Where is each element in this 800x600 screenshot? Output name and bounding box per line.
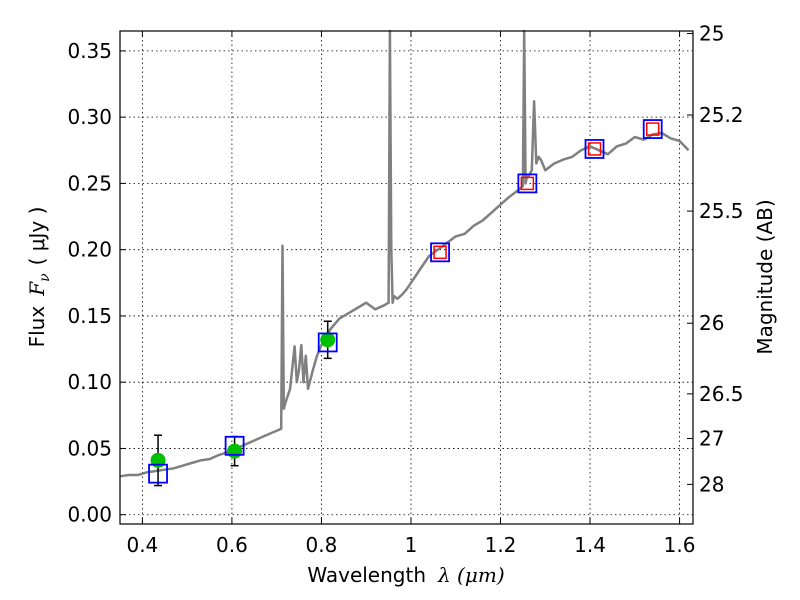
y2-tick-label: 27 xyxy=(699,427,724,451)
y2-tick-label: 28 xyxy=(699,472,724,496)
model-square xyxy=(148,463,168,484)
y2-tick-label: 25.2 xyxy=(699,103,744,127)
spectrum-series xyxy=(119,29,690,478)
grid-lines xyxy=(120,31,693,524)
y2-tick-label: 26.5 xyxy=(699,382,744,406)
model-square xyxy=(224,435,245,456)
observed-point xyxy=(150,452,166,468)
y2-axis-label: Magnitude (AB) xyxy=(753,199,777,354)
spectrum-line xyxy=(119,29,690,478)
model-square xyxy=(517,173,538,194)
x-axis-label: Wavelength λ (μm) xyxy=(307,563,504,587)
x-tick-label: 0.8 xyxy=(306,533,338,557)
observed-point xyxy=(227,443,243,459)
model-square xyxy=(584,139,605,159)
y-tick-label: 0.30 xyxy=(67,105,112,129)
x-tick-label: 1.6 xyxy=(664,533,696,557)
predicted-inner-square xyxy=(520,176,535,191)
x-tick-label: 0.4 xyxy=(126,533,158,557)
photometry-markers xyxy=(148,119,663,487)
y-tick-label: 0.15 xyxy=(67,304,112,328)
predicted-inner-square xyxy=(587,142,602,156)
y2-tick-label: 25.5 xyxy=(699,199,744,223)
observed-point xyxy=(320,332,336,348)
y-tick-label: 0.05 xyxy=(67,436,112,460)
y2-tick-labels: 25 25.2 25.5 26 26.5 27 28 xyxy=(699,22,744,497)
y-tick-label: 0.20 xyxy=(67,238,112,262)
y-tick-label: 0.35 xyxy=(67,39,112,63)
predicted-inner-square xyxy=(433,245,447,260)
plot-frame xyxy=(119,30,694,525)
model-square xyxy=(642,119,663,139)
x-tick-label: 0.6 xyxy=(216,533,248,557)
x-tick-label: 1.2 xyxy=(485,533,517,557)
x-tick-labels: 0.4 0.6 0.8 1 1.2 1.4 1.6 xyxy=(126,533,695,557)
model-square xyxy=(317,332,338,353)
predicted-inner-square xyxy=(645,122,660,136)
y-tick-label: 0.25 xyxy=(67,171,112,195)
y-tick-labels: 0.00 0.05 0.10 0.15 0.20 0.25 0.30 0.35 xyxy=(67,39,112,527)
y-axis-label: FluxFν( μJy ) xyxy=(25,207,53,348)
y2-tick-label: 26 xyxy=(699,311,724,335)
y2-tick-label: 25 xyxy=(699,22,724,46)
model-square xyxy=(430,242,450,263)
axis-ticks xyxy=(120,31,693,524)
y-tick-label: 0.00 xyxy=(67,503,112,527)
x-tick-label: 1 xyxy=(405,533,418,557)
y-tick-label: 0.10 xyxy=(67,370,112,394)
x-tick-label: 1.4 xyxy=(574,533,606,557)
